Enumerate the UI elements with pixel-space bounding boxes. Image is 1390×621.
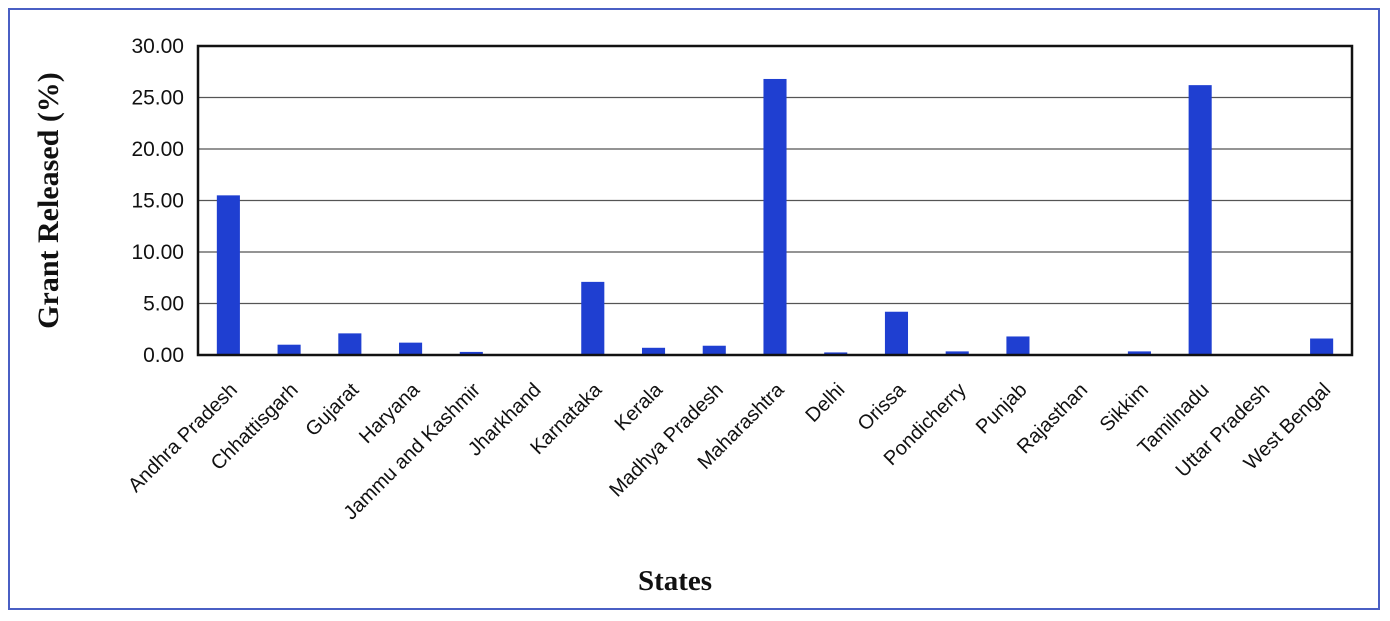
y-tick-label: 10.00 bbox=[131, 241, 184, 264]
bar bbox=[1127, 351, 1151, 355]
x-category-label: Sikkim bbox=[1096, 379, 1153, 436]
y-tick-label: 25.00 bbox=[131, 87, 184, 110]
bars bbox=[216, 78, 1334, 356]
bar bbox=[1310, 338, 1334, 355]
x-category-label: Delhi bbox=[801, 379, 849, 427]
x-category-label: Gujarat bbox=[301, 379, 363, 441]
bar bbox=[459, 351, 483, 355]
y-axis-title: Grant Released (%) bbox=[32, 72, 65, 329]
bar bbox=[338, 333, 362, 355]
bar bbox=[1006, 336, 1030, 355]
bar bbox=[216, 195, 240, 355]
y-tick-label: 30.00 bbox=[131, 35, 184, 58]
grant-released-bar-chart: 0.00 5.00 10.00 15.00 20.00 25.00 30.00 Andhra… bbox=[32, 35, 1354, 597]
bar bbox=[399, 342, 423, 355]
y-axis-ticks: 0.00 5.00 10.00 15.00 20.00 25.00 30.00 bbox=[131, 35, 184, 367]
y-tick-label: 15.00 bbox=[131, 190, 184, 213]
x-category-label: Andhra Pradesh bbox=[124, 379, 242, 497]
bar bbox=[702, 345, 726, 355]
plot-area-border bbox=[196, 44, 1354, 357]
chart-frame: 0.00 5.00 10.00 15.00 20.00 25.00 30.00 Andhra… bbox=[8, 8, 1380, 610]
bar bbox=[763, 78, 787, 356]
y-tick-label: 5.00 bbox=[143, 293, 184, 316]
y-tick-label: 20.00 bbox=[131, 138, 184, 161]
bar bbox=[1188, 85, 1212, 355]
bar bbox=[581, 281, 605, 355]
x-category-label: Punjab bbox=[972, 379, 1032, 439]
x-axis-title: States bbox=[638, 565, 712, 597]
bar bbox=[824, 352, 848, 355]
x-category-label: Kerala bbox=[611, 378, 668, 435]
x-category-label: Orissa bbox=[854, 378, 911, 435]
x-category-label: Madhya Pradesh bbox=[605, 379, 727, 501]
bar bbox=[641, 347, 666, 355]
x-axis-category-labels: Andhra PradeshChhattisgarhGujaratHaryana… bbox=[124, 378, 1335, 524]
bar bbox=[945, 351, 969, 355]
bar bbox=[884, 311, 909, 355]
y-tick-label: 0.00 bbox=[143, 344, 184, 367]
bar bbox=[277, 344, 301, 355]
